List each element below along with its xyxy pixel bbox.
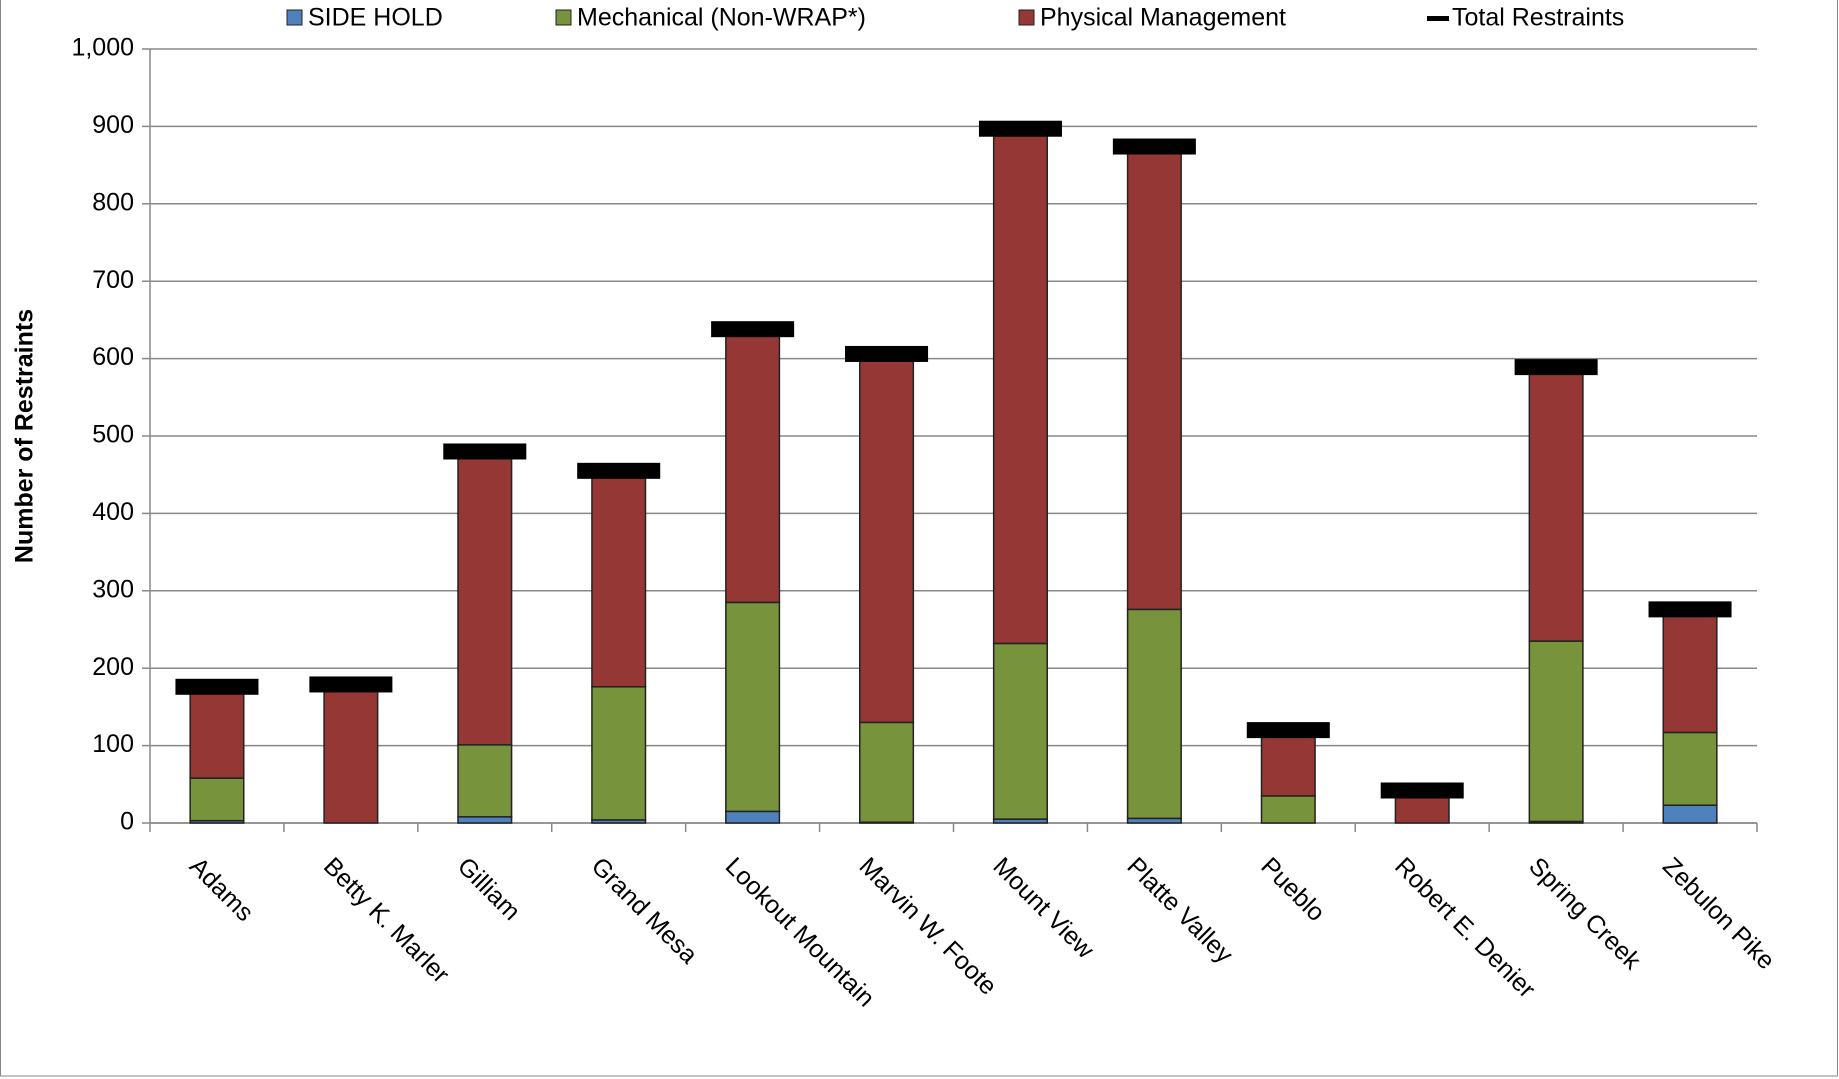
y-tick-label: 1,000 bbox=[71, 34, 134, 62]
y-tick-label: 200 bbox=[92, 653, 134, 681]
legend-label: Total Restraints bbox=[1452, 4, 1624, 32]
total-marker bbox=[1112, 138, 1196, 155]
legend-marker bbox=[1427, 16, 1449, 21]
total-marker bbox=[711, 321, 795, 338]
bar-segment bbox=[859, 721, 915, 823]
bar-segment bbox=[1662, 608, 1718, 734]
y-tick-label: 900 bbox=[92, 111, 134, 139]
total-marker bbox=[1514, 359, 1598, 376]
bar-segment bbox=[591, 470, 647, 688]
legend-label: SIDE HOLD bbox=[308, 4, 443, 32]
y-tick-label: 600 bbox=[92, 343, 134, 371]
legend-marker bbox=[555, 9, 572, 26]
bar-segment bbox=[189, 777, 245, 822]
bar-segment bbox=[1528, 366, 1584, 642]
y-tick-label: 400 bbox=[92, 498, 134, 526]
legend-marker bbox=[286, 9, 303, 26]
total-marker bbox=[1246, 722, 1330, 739]
bar-segment bbox=[1662, 804, 1718, 824]
bar-segment bbox=[1260, 795, 1316, 824]
bar-segment bbox=[457, 816, 513, 824]
bar-segment bbox=[591, 686, 647, 821]
bar-segment bbox=[1126, 608, 1182, 820]
total-marker bbox=[1380, 782, 1464, 799]
y-tick-label: 100 bbox=[92, 730, 134, 758]
legend-label: Physical Management bbox=[1040, 4, 1286, 32]
bar-segment bbox=[323, 683, 379, 824]
bar-segment bbox=[992, 642, 1048, 820]
bar-segment bbox=[1126, 145, 1182, 611]
total-marker bbox=[443, 443, 527, 460]
total-marker bbox=[175, 678, 259, 695]
y-tick-label: 0 bbox=[120, 808, 134, 836]
bar-segment bbox=[1528, 640, 1584, 823]
bar-segment bbox=[189, 686, 245, 779]
y-axis-title: Number of Restraints bbox=[11, 309, 39, 563]
y-tick-label: 800 bbox=[92, 188, 134, 216]
total-marker bbox=[309, 676, 393, 693]
legend-marker bbox=[1018, 9, 1035, 26]
total-marker bbox=[1648, 601, 1732, 618]
y-tick-label: 700 bbox=[92, 266, 134, 294]
bar-segment bbox=[1662, 731, 1718, 806]
legend-label: Mechanical (Non-WRAP*) bbox=[577, 4, 866, 32]
total-marker bbox=[845, 345, 929, 362]
bar-segment bbox=[992, 127, 1048, 645]
bar-segment bbox=[457, 744, 513, 818]
total-marker bbox=[978, 120, 1062, 137]
bar-segment bbox=[725, 810, 781, 824]
bar-segment bbox=[725, 328, 781, 604]
bar-segment bbox=[725, 601, 781, 813]
y-tick-label: 500 bbox=[92, 421, 134, 449]
bar-segment bbox=[859, 353, 915, 724]
bar-segment bbox=[1260, 729, 1316, 797]
bar-segment bbox=[457, 450, 513, 746]
y-tick-label: 300 bbox=[92, 575, 134, 603]
total-marker bbox=[577, 462, 661, 479]
